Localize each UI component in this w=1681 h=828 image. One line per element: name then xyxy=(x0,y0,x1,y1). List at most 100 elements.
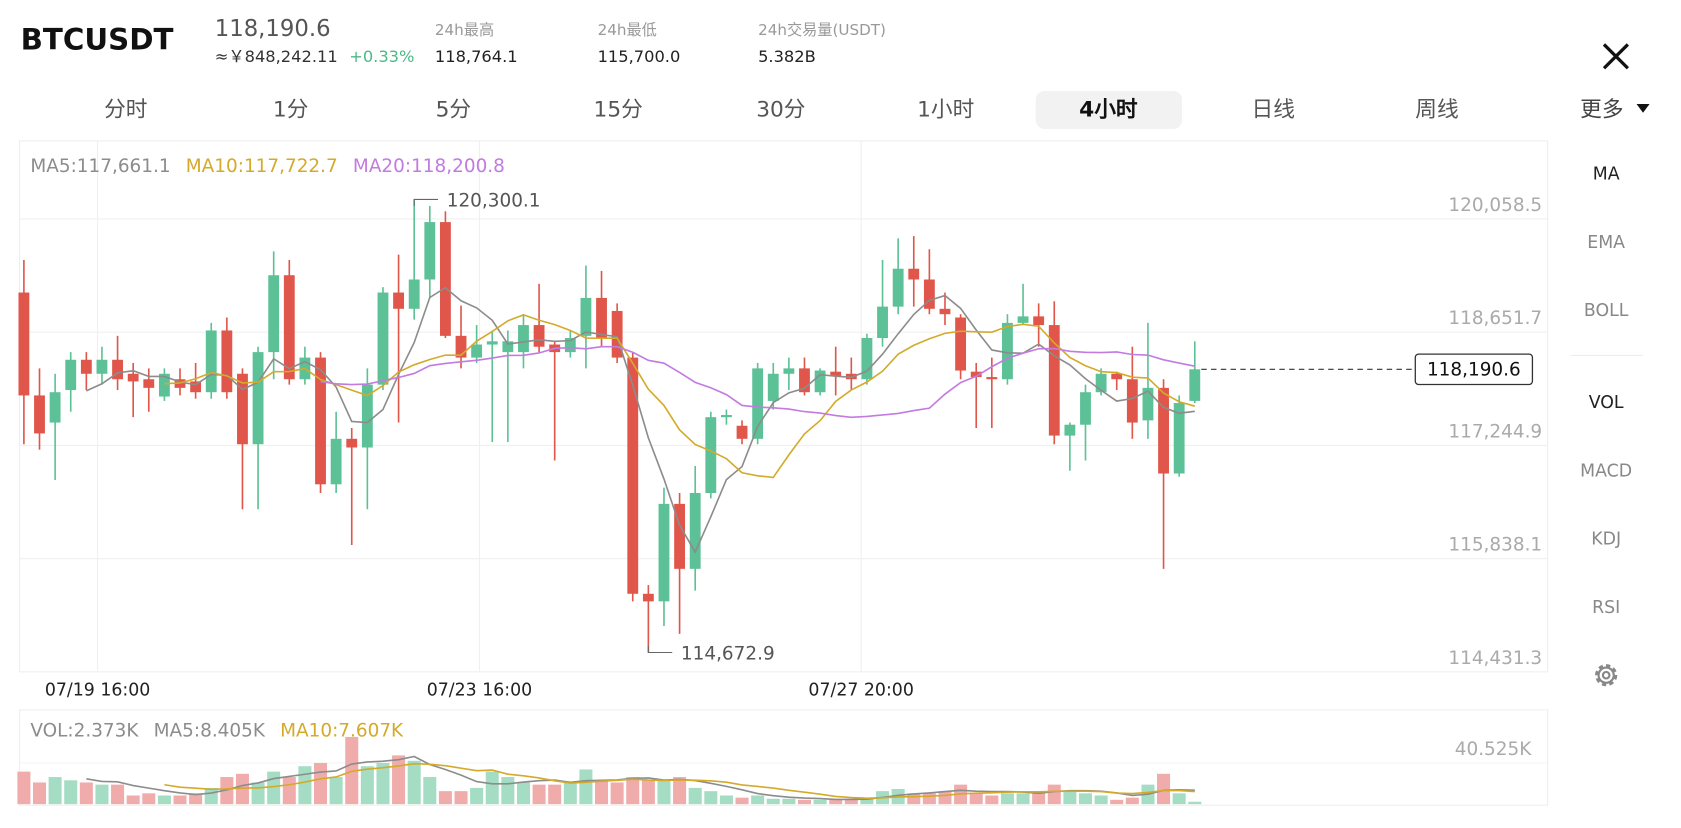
close-button[interactable] xyxy=(1602,43,1630,70)
candle-body xyxy=(1017,316,1029,323)
candle-body xyxy=(424,222,436,280)
candle-body xyxy=(49,392,61,423)
volume-bar xyxy=(657,780,671,805)
indicator[interactable]: EMA xyxy=(1587,233,1625,253)
symbol: BTCUSDT xyxy=(21,23,174,57)
candle-body xyxy=(861,338,873,380)
candle-body xyxy=(580,297,592,336)
volume-bar xyxy=(673,777,687,805)
candle-body xyxy=(408,279,420,309)
candle-body xyxy=(721,414,732,418)
candle-body xyxy=(1111,373,1123,380)
candle-body xyxy=(1142,387,1154,421)
candle-body xyxy=(1095,373,1107,393)
volume-bar xyxy=(1016,793,1030,805)
candle-body xyxy=(1173,403,1185,474)
volume-bar xyxy=(111,784,125,805)
volume-bar xyxy=(1188,801,1202,805)
volume-bar xyxy=(1078,793,1093,805)
volume-ma-line xyxy=(164,762,1195,800)
stat-label: 24h交易量(USDT) xyxy=(758,21,886,39)
candle-body xyxy=(18,292,30,396)
volume-bar xyxy=(1125,797,1139,805)
candle-body xyxy=(596,297,607,339)
candle-body xyxy=(34,395,45,434)
vol-legend: MA10:7.607K xyxy=(280,721,404,742)
candle-body xyxy=(1126,379,1138,423)
indicator[interactable]: VOL xyxy=(1589,393,1624,413)
candle-body xyxy=(346,438,358,448)
volume-bar xyxy=(360,766,374,805)
volume-bar xyxy=(1032,791,1046,805)
volume-bar xyxy=(969,793,983,805)
candle-body xyxy=(877,306,888,339)
tab[interactable]: 1分 xyxy=(273,98,308,123)
settings-icon[interactable] xyxy=(1595,664,1618,687)
volume-bar xyxy=(204,787,218,805)
tab[interactable]: 5分 xyxy=(436,98,471,123)
candle-body xyxy=(783,368,795,374)
vol-legend: VOL:2.373K xyxy=(30,721,139,742)
cny-price: ≈￥848,242.11 xyxy=(215,47,338,66)
volume-bar xyxy=(844,798,858,805)
tab[interactable]: 30分 xyxy=(756,98,805,123)
candle-body xyxy=(736,425,748,439)
volume-bar xyxy=(516,782,530,805)
tab[interactable]: 15分 xyxy=(594,98,643,123)
tab[interactable]: 日线 xyxy=(1252,98,1295,123)
candle-body xyxy=(939,308,951,315)
volume-bar xyxy=(579,769,593,805)
candle-body xyxy=(908,268,920,280)
tab[interactable]: 分时 xyxy=(104,98,147,123)
candle-body xyxy=(486,341,498,345)
volume-bar xyxy=(407,760,421,805)
indicator[interactable]: MACD xyxy=(1580,461,1632,481)
candle-body xyxy=(611,310,623,358)
indicator[interactable]: BOLL xyxy=(1584,301,1629,321)
volume-bar xyxy=(766,798,780,805)
candle-body xyxy=(1033,316,1045,326)
x-tick-label: 07/23 16:00 xyxy=(427,680,532,700)
active-tab-bg xyxy=(1035,91,1183,129)
indicator[interactable]: KDJ xyxy=(1591,530,1621,550)
volume-bar xyxy=(32,782,47,805)
dropdown-arrow[interactable] xyxy=(1636,104,1650,113)
volume-bar xyxy=(314,762,328,805)
y-tick-label: 114,431.3 xyxy=(1448,648,1542,669)
volume-bar xyxy=(719,795,733,805)
candle-body xyxy=(642,593,654,602)
volume-bar xyxy=(1000,793,1014,805)
volume-bar xyxy=(751,795,765,805)
volume-bar xyxy=(688,787,702,805)
candle-body xyxy=(533,325,545,347)
y-tick-label: 115,838.1 xyxy=(1448,535,1542,556)
volume-bar xyxy=(501,777,515,805)
volume-bar xyxy=(1157,773,1171,805)
indicator[interactable]: MA xyxy=(1593,164,1620,184)
volume-bar xyxy=(454,791,468,805)
candle-body xyxy=(205,330,217,393)
candle-body xyxy=(361,384,373,448)
volume-bar xyxy=(782,798,796,805)
ma-line xyxy=(320,345,1195,419)
ma-legend: MA20:118,200.8 xyxy=(353,156,505,177)
volume-bar xyxy=(860,797,874,805)
volume-bar xyxy=(126,795,140,805)
volume-bar xyxy=(938,791,952,805)
y-tick-label: 120,058.5 xyxy=(1448,195,1542,216)
candle-body xyxy=(689,492,701,569)
indicator[interactable]: RSI xyxy=(1592,598,1620,618)
volume-bar xyxy=(1063,791,1077,805)
tab[interactable]: 周线 xyxy=(1415,98,1458,123)
volume-bar xyxy=(797,799,811,805)
tab[interactable]: 1小时 xyxy=(917,98,974,123)
candle-body xyxy=(252,352,264,445)
ma-legend: MA5:117,661.1 xyxy=(30,156,170,177)
volume-bar xyxy=(298,766,312,805)
volume-bar xyxy=(907,793,921,805)
candle-body xyxy=(799,368,810,393)
volume-bar xyxy=(595,780,609,805)
candle-body xyxy=(564,338,576,353)
more-tab[interactable]: 更多 xyxy=(1580,98,1623,123)
tab[interactable]: 4小时 xyxy=(1079,98,1138,123)
